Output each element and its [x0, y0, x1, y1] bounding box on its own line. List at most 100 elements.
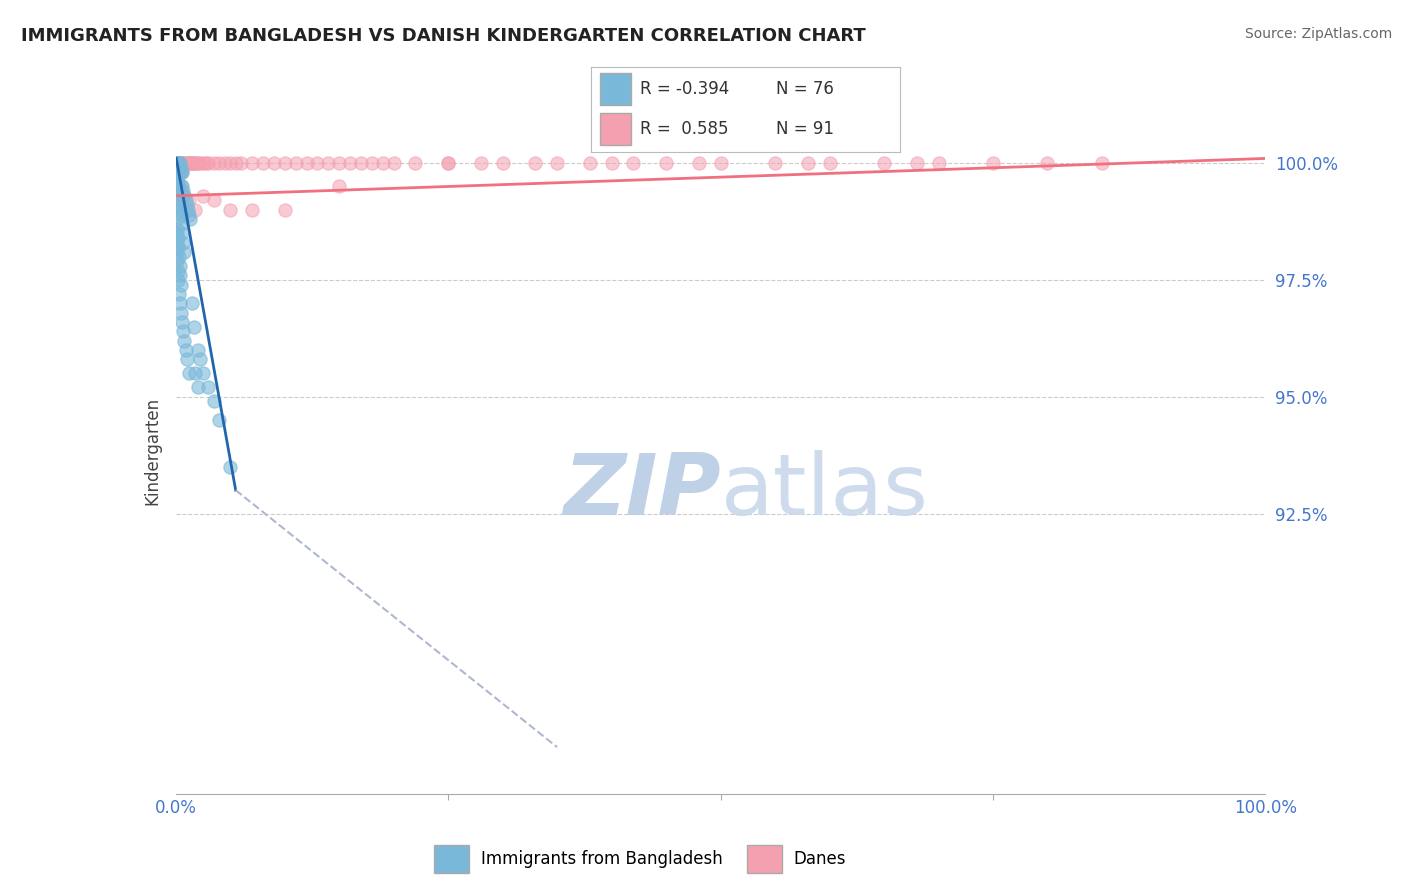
Point — [183, 156, 205, 170]
Point — [177, 207, 200, 221]
Point — [173, 156, 195, 170]
Point — [202, 394, 225, 409]
Point — [274, 156, 297, 170]
Point — [166, 226, 188, 240]
Point — [172, 156, 194, 170]
Text: R =  0.585: R = 0.585 — [640, 120, 728, 137]
Point — [688, 156, 710, 170]
Point — [174, 156, 197, 170]
Point — [318, 156, 340, 170]
Point — [166, 175, 188, 189]
Point — [177, 202, 200, 217]
Point — [170, 202, 193, 217]
Bar — [600, 112, 631, 145]
Point — [186, 156, 208, 170]
Point — [214, 156, 236, 170]
Point — [176, 156, 198, 170]
Point — [195, 156, 218, 170]
Point — [710, 156, 733, 170]
Point — [470, 156, 492, 170]
Point — [546, 156, 568, 170]
Point — [263, 156, 285, 170]
Point — [184, 156, 207, 170]
Point — [167, 202, 190, 217]
Point — [382, 156, 405, 170]
Point — [252, 156, 274, 170]
Point — [240, 156, 263, 170]
Point — [167, 231, 190, 245]
Point — [191, 189, 214, 203]
Point — [173, 189, 195, 203]
Point — [167, 189, 190, 203]
Point — [176, 352, 198, 367]
Point — [1036, 156, 1059, 170]
Point — [166, 156, 188, 170]
Point — [172, 179, 194, 194]
Point — [763, 156, 786, 170]
Point — [307, 156, 329, 170]
Point — [166, 244, 188, 259]
Point — [202, 194, 225, 208]
Point — [873, 156, 896, 170]
Point — [167, 179, 190, 194]
Point — [167, 156, 190, 170]
Point — [167, 240, 190, 254]
Point — [437, 156, 460, 170]
Point — [167, 156, 190, 170]
Point — [166, 170, 188, 185]
Point — [166, 221, 188, 235]
Point — [169, 268, 191, 283]
Point — [167, 156, 190, 170]
Point — [166, 212, 188, 227]
Point — [167, 156, 190, 170]
Point — [170, 156, 193, 170]
Text: N = 91: N = 91 — [776, 120, 834, 137]
Bar — [433, 845, 470, 872]
Point — [166, 156, 188, 170]
Point — [177, 367, 200, 381]
Point — [797, 156, 820, 170]
Point — [170, 156, 193, 170]
Point — [167, 156, 190, 170]
Point — [166, 156, 188, 170]
Point — [197, 156, 219, 170]
Point — [170, 207, 193, 221]
Point — [169, 161, 191, 175]
Text: Immigrants from Bangladesh: Immigrants from Bangladesh — [481, 849, 723, 868]
Point — [169, 156, 191, 170]
Point — [167, 184, 190, 198]
Point — [166, 156, 188, 170]
Point — [169, 156, 191, 170]
Point — [170, 165, 193, 179]
Point — [169, 189, 191, 203]
Point — [170, 165, 193, 179]
Point — [579, 156, 602, 170]
Point — [176, 198, 198, 212]
Point — [225, 156, 247, 170]
Point — [186, 380, 209, 394]
Point — [1091, 156, 1114, 170]
Point — [405, 156, 427, 170]
Point — [167, 273, 190, 287]
Point — [167, 198, 190, 212]
Point — [655, 156, 678, 170]
Point — [173, 334, 195, 348]
Point — [208, 413, 231, 427]
Point — [188, 352, 211, 367]
Point — [219, 156, 242, 170]
Point — [186, 343, 209, 357]
Bar — [600, 73, 631, 105]
Point — [177, 194, 200, 208]
Point — [174, 194, 197, 208]
Point — [166, 165, 188, 179]
Text: Danes: Danes — [794, 849, 846, 868]
Point — [202, 156, 225, 170]
Point — [981, 156, 1004, 170]
Point — [177, 156, 200, 170]
Point — [173, 244, 195, 259]
Point — [169, 161, 191, 175]
Point — [166, 170, 188, 185]
Point — [524, 156, 547, 170]
Point — [928, 156, 950, 170]
Y-axis label: Kindergarten: Kindergarten — [143, 396, 162, 505]
